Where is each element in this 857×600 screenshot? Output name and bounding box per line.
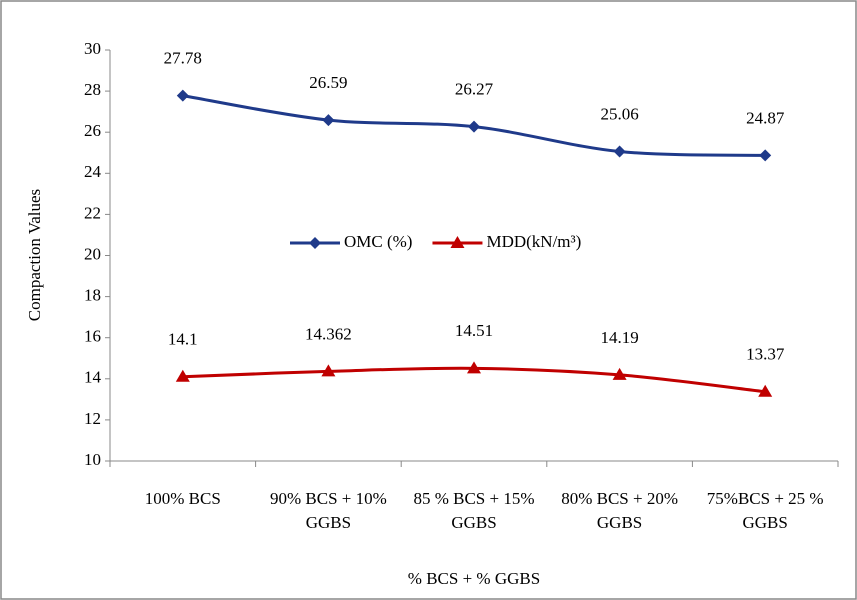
marker [468, 120, 480, 133]
legend-label: MDD(kN/m³) [486, 232, 581, 251]
y-tick-label: 30 [84, 39, 101, 58]
data-label: 14.51 [455, 321, 493, 340]
x-tick-label: 100% BCS [144, 489, 221, 508]
data-label: 27.78 [164, 49, 202, 68]
y-tick-label: 16 [84, 327, 101, 346]
y-tick-label: 22 [84, 203, 101, 222]
data-label: 26.27 [455, 80, 494, 99]
x-tick-label: 90% BCS + 10% GGBS [269, 489, 387, 532]
marker [450, 236, 465, 248]
data-label: 26.59 [309, 73, 347, 92]
legend-label: OMC (%) [344, 232, 412, 251]
data-label: 14.1 [168, 330, 198, 349]
y-axis-title: Compaction Values [25, 189, 44, 321]
marker [758, 384, 773, 397]
x-tick-label: 80% BCS + 20% GGBS [561, 489, 678, 532]
marker [321, 364, 336, 377]
y-tick-label: 18 [84, 286, 101, 305]
data-label: 24.87 [746, 108, 785, 127]
y-tick-label: 28 [84, 80, 101, 99]
y-tick-label: 10 [84, 450, 101, 469]
y-tick-label: 20 [84, 244, 101, 263]
marker [175, 369, 190, 382]
data-label: 14.19 [600, 328, 638, 347]
x-tick-label: 75%BCS + 25 % GGBS [706, 489, 824, 532]
data-label: 14.362 [305, 324, 352, 343]
x-axis-title: % BCS + % GGBS [408, 569, 540, 588]
x-tick-label: 85 % BCS + 15% GGBS [413, 489, 535, 532]
data-label: 25.06 [600, 104, 638, 123]
marker [309, 237, 321, 249]
marker [467, 361, 481, 374]
marker [322, 114, 335, 127]
marker [612, 367, 627, 380]
y-tick-label: 26 [84, 121, 101, 140]
marker [176, 89, 189, 102]
y-tick-label: 24 [84, 162, 102, 181]
data-label: 13.37 [746, 345, 785, 364]
marker [613, 145, 626, 158]
y-tick-label: 14 [84, 368, 102, 387]
y-tick-label: 12 [84, 409, 101, 428]
marker [759, 149, 772, 162]
